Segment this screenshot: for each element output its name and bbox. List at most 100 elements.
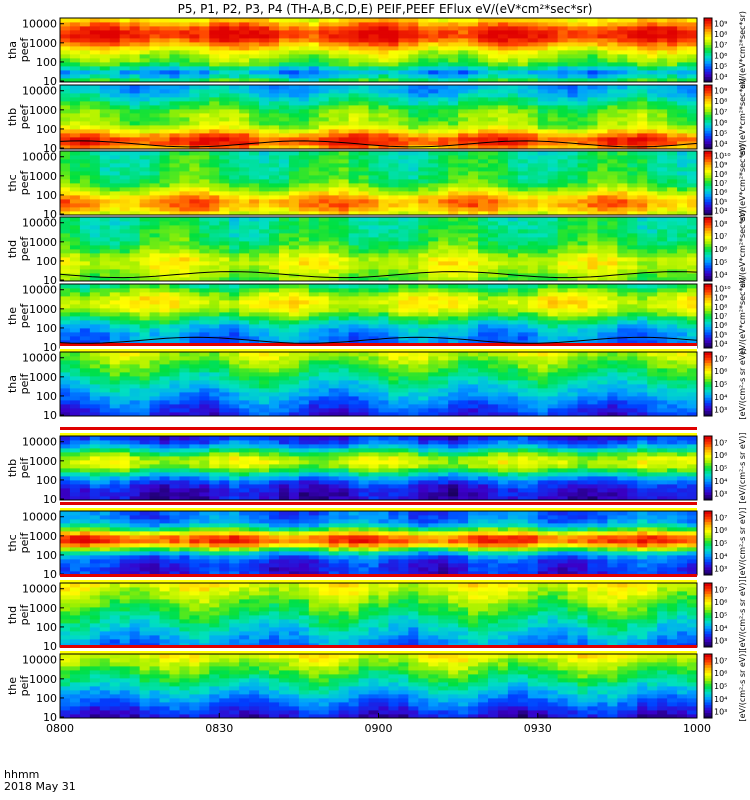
spectrogram-cell xyxy=(229,163,240,168)
spectrogram-cell xyxy=(358,85,369,90)
spectrogram-cell xyxy=(199,125,210,130)
spectrogram-cell xyxy=(358,113,369,118)
spectrogram-cell xyxy=(338,145,350,150)
spectrogram-cell xyxy=(468,207,479,212)
spectrogram-cell xyxy=(239,167,250,172)
spectrogram-cell xyxy=(288,34,300,39)
spectrogram-cell xyxy=(597,183,608,188)
spectrogram-cell xyxy=(418,175,429,180)
spectrogram-cell xyxy=(69,284,81,289)
spectrogram-cell xyxy=(547,42,559,47)
spectrogram-cell xyxy=(637,93,648,98)
spectrogram-cell xyxy=(677,70,688,75)
spectrogram-cell xyxy=(597,171,608,176)
spectrogram-cell xyxy=(269,34,280,39)
spectrogram-cell xyxy=(627,241,638,246)
spectrogram-cell xyxy=(388,97,399,102)
spectrogram-cell xyxy=(677,26,688,31)
spectrogram-cell xyxy=(328,38,340,43)
spectrogram-cell xyxy=(567,85,578,90)
spectrogram-cell xyxy=(189,312,200,317)
spectrogram-cell xyxy=(79,167,91,172)
spectrogram-cell xyxy=(378,225,389,230)
spectrogram-cell xyxy=(438,284,449,289)
spectrogram-cell xyxy=(687,175,698,180)
spectrogram-cell xyxy=(428,217,439,222)
spectrogram-cell xyxy=(507,74,519,79)
spectrogram-cell xyxy=(199,207,210,212)
spectrogram-cell xyxy=(229,308,240,313)
spectrogram-cell xyxy=(338,237,350,242)
spectrogram-cell xyxy=(179,101,190,106)
spectrogram-cell xyxy=(159,288,170,293)
spectrogram-cell xyxy=(159,38,170,43)
spectrogram-cell xyxy=(209,175,220,180)
spectrogram-cell xyxy=(318,195,330,200)
spectrogram-cell xyxy=(159,217,170,222)
spectrogram-cell xyxy=(249,195,260,200)
spectrogram-cell xyxy=(577,253,588,258)
spectrogram-cell xyxy=(597,46,608,51)
spectrogram-cell xyxy=(507,85,519,90)
spectrogram-cell xyxy=(667,183,678,188)
spectrogram-cell xyxy=(398,121,409,126)
spectrogram-cell xyxy=(408,163,419,168)
spectrogram-cell xyxy=(169,137,180,142)
spectrogram-cell xyxy=(308,50,320,55)
spectrogram-cell xyxy=(637,269,648,274)
spectrogram-cell xyxy=(617,241,628,246)
spectrogram-cell xyxy=(458,129,469,134)
spectrogram-cell xyxy=(169,50,180,55)
spectrogram-cell xyxy=(219,141,230,146)
spectrogram-cell xyxy=(318,66,330,71)
spectrogram-cell xyxy=(458,121,469,126)
spectrogram-cell xyxy=(89,340,101,345)
spectrogram-cell xyxy=(119,288,131,293)
spectrogram-cell xyxy=(338,129,350,134)
spectrogram-cell xyxy=(657,50,668,55)
spectrogram-cell xyxy=(288,288,300,293)
spectrogram-cell xyxy=(278,30,290,35)
spectrogram-cell xyxy=(468,133,479,138)
spectrogram-cell xyxy=(497,171,509,176)
spectrogram-cell xyxy=(348,300,359,305)
spectrogram-cell xyxy=(129,117,141,122)
spectrogram-cell xyxy=(149,229,160,234)
spectrogram-cell xyxy=(677,237,688,242)
spectrogram-cell xyxy=(687,233,698,238)
spectrogram-cell xyxy=(507,145,519,150)
spectrogram-cell xyxy=(239,233,250,238)
spectrogram-cell xyxy=(199,324,210,329)
spectrogram-cell xyxy=(408,167,419,172)
spectrogram-cell xyxy=(239,85,250,90)
spectrogram-cell xyxy=(169,18,180,23)
spectrogram-cell xyxy=(587,42,598,47)
spectrogram-cell xyxy=(468,269,479,274)
spectrogram-cell xyxy=(199,70,210,75)
spectrogram-cell xyxy=(497,199,509,204)
spectrogram-cell xyxy=(587,66,598,71)
spectrogram-cell xyxy=(139,273,150,278)
spectrogram-cell xyxy=(169,121,180,126)
spectrogram-cell xyxy=(229,324,240,329)
spectrogram-cell xyxy=(577,175,588,180)
spectrogram-cell xyxy=(229,74,240,79)
colorbar-step xyxy=(704,193,712,197)
spectrogram-cell xyxy=(418,30,429,35)
spectrogram-cell xyxy=(169,199,180,204)
spectrogram-cell xyxy=(527,54,539,59)
spectrogram-cell xyxy=(667,211,678,216)
spectrogram-cell xyxy=(60,97,71,102)
spectrogram-cell xyxy=(278,241,290,246)
spectrogram-cell xyxy=(597,253,608,258)
spectrogram-cell xyxy=(179,221,190,226)
spectrogram-cell xyxy=(179,58,190,63)
spectrogram-cell xyxy=(487,46,499,51)
spectrogram-cell xyxy=(269,257,280,262)
spectrogram-cell xyxy=(667,277,678,282)
spectrogram-cell xyxy=(328,167,340,172)
spectrogram-cell xyxy=(617,121,628,126)
spectrogram-cell xyxy=(79,113,91,118)
spectrogram-cell xyxy=(547,97,559,102)
spectrogram-cell xyxy=(189,62,200,67)
